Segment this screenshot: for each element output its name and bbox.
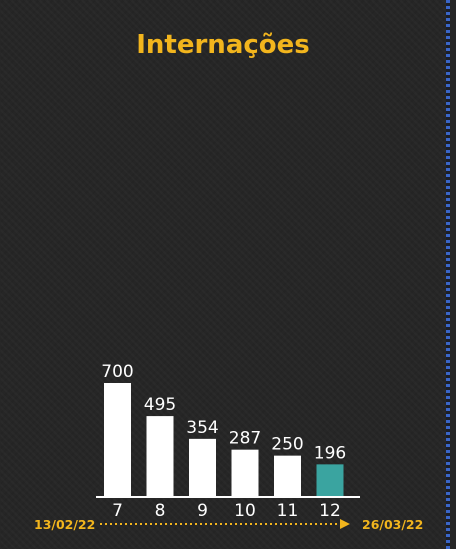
bar-value-label: 196 <box>314 443 346 463</box>
category-tick-label: 7 <box>112 501 123 521</box>
category-tick-label: 8 <box>155 501 166 521</box>
bar-12 <box>316 464 344 496</box>
panel-edge-border <box>446 0 450 549</box>
category-tick-label: 11 <box>277 501 299 521</box>
chart-title: Internações <box>136 30 310 60</box>
category-tick-label: 9 <box>197 501 208 521</box>
bar-7 <box>104 383 131 496</box>
chart-panel <box>0 0 446 549</box>
bar-value-label: 700 <box>101 362 133 382</box>
end-date-label: 26/03/22 <box>362 517 423 532</box>
category-tick-label: 12 <box>319 501 341 521</box>
bar-value-label: 250 <box>271 435 303 455</box>
bar-value-label: 354 <box>186 418 218 438</box>
bar-series: 700 7 495 8 354 9 287 10 250 11 196 12 <box>101 362 346 521</box>
bar-value-label: 495 <box>144 395 176 415</box>
bar-value-label: 287 <box>229 429 261 449</box>
timeline-arrow-head <box>340 519 350 529</box>
bar-9 <box>189 438 216 496</box>
start-date-label: 13/02/22 <box>34 517 95 532</box>
category-tick-label: 10 <box>234 501 256 521</box>
bar-11 <box>274 455 301 496</box>
bar-8 <box>146 416 174 496</box>
bar-10 <box>231 449 259 496</box>
